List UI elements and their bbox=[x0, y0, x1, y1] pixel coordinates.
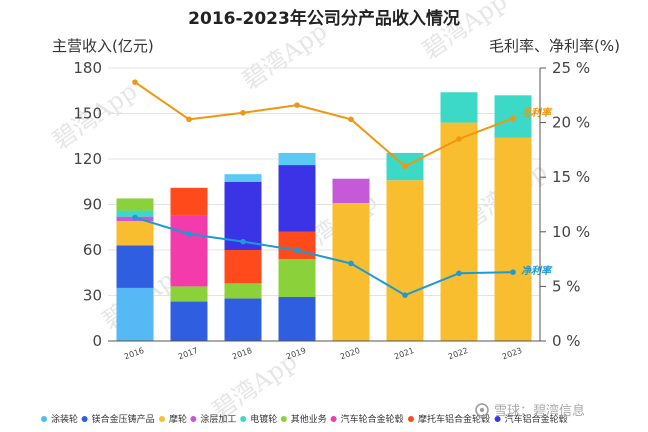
legend: 涂装轮 镁合金压铸产品 摩轮 涂层加工 电镀轮 其他业务 汽车轮合金轮毂 摩托车铝合金轮毂 汽车… bbox=[41, 413, 568, 425]
right-tick-label: 10 % bbox=[552, 223, 590, 241]
right-tick-label: 0 % bbox=[552, 332, 581, 350]
bar-segment bbox=[224, 174, 262, 182]
bar-segment bbox=[224, 250, 262, 284]
line-point bbox=[132, 214, 138, 221]
bar-segment bbox=[116, 287, 154, 341]
line-point bbox=[402, 163, 408, 170]
bar-series bbox=[116, 92, 532, 341]
right-axis-title: 毛利率、净利率(%) bbox=[489, 37, 620, 55]
bar-segment bbox=[440, 122, 478, 341]
bar-segment bbox=[170, 187, 208, 216]
line-point bbox=[186, 231, 192, 237]
bar-segment bbox=[332, 202, 370, 341]
x-tick-label: 2021 bbox=[393, 346, 415, 361]
bar-segment bbox=[224, 298, 262, 341]
line-净利率 bbox=[134, 216, 514, 297]
line-point bbox=[456, 136, 462, 142]
line-point bbox=[348, 260, 354, 267]
legend-label: 汽车铝合金轮毂 bbox=[505, 413, 568, 425]
right-tick-label: 15 % bbox=[552, 168, 590, 186]
right-tick-label: 25 % bbox=[552, 59, 590, 77]
bar-segment bbox=[170, 286, 208, 302]
right-tick-label: 20 % bbox=[552, 114, 590, 132]
bar-segment bbox=[224, 181, 262, 250]
x-tick-label: 2016 bbox=[123, 346, 145, 361]
line-point bbox=[402, 292, 408, 298]
line-point bbox=[294, 102, 300, 108]
left-tick-label: 30 bbox=[83, 287, 102, 305]
left-tick-label: 180 bbox=[73, 59, 102, 77]
line-point bbox=[510, 269, 516, 276]
legend-marker bbox=[240, 416, 247, 422]
bar-segment bbox=[170, 301, 208, 341]
watermark-logo-text: 雪球：碧湾信息 bbox=[494, 403, 585, 419]
bar-segment bbox=[332, 178, 370, 203]
right-tick-label: 5 % bbox=[552, 277, 581, 295]
legend-label: 摩托车铝合金轮毂 bbox=[418, 413, 490, 425]
left-tick-label: 120 bbox=[73, 150, 102, 168]
bar-segment bbox=[116, 245, 154, 288]
legend-label: 摩轮 bbox=[169, 413, 187, 425]
left-tick-label: 90 bbox=[83, 196, 102, 214]
bar-segment bbox=[278, 231, 316, 260]
line-point bbox=[186, 116, 192, 123]
bar-segment bbox=[116, 210, 154, 217]
bar-segment bbox=[278, 165, 316, 232]
line-point bbox=[240, 238, 246, 245]
legend-marker bbox=[330, 416, 337, 422]
legend-marker bbox=[190, 416, 197, 422]
bar-segment bbox=[278, 259, 316, 298]
line-point bbox=[240, 109, 246, 116]
legend-label: 汽车轮合金轮毂 bbox=[341, 413, 404, 425]
legend-marker bbox=[280, 416, 287, 422]
axes: 0 30 60 90 120 150 180 0 % 5 % 10 % 15 % 20 % 25 % 20… bbox=[73, 59, 590, 361]
line-point bbox=[294, 247, 300, 254]
bar-segment bbox=[224, 283, 262, 299]
bar-segment bbox=[278, 297, 316, 341]
x-tick-label: 2020 bbox=[339, 346, 361, 361]
bar-segment bbox=[116, 221, 154, 246]
line-label: 毛利率 bbox=[521, 107, 553, 119]
chart-title: 2016-2023年公司分产品收入情况 bbox=[188, 8, 460, 29]
x-tick-label: 2017 bbox=[177, 346, 199, 361]
line-point bbox=[132, 79, 138, 85]
line-point bbox=[348, 116, 354, 123]
line-毛利率 bbox=[134, 81, 514, 168]
legend-label: 镁合金压铸产品 bbox=[92, 413, 155, 425]
left-tick-label: 0 bbox=[92, 332, 102, 350]
legend-label: 其他业务 bbox=[291, 413, 327, 425]
x-tick-label: 2023 bbox=[501, 346, 523, 361]
legend-label: 涂层加工 bbox=[200, 413, 236, 425]
bar-segment bbox=[278, 152, 316, 166]
bar-segment bbox=[170, 215, 208, 287]
x-tick-label: 2019 bbox=[285, 346, 307, 361]
line-point bbox=[456, 270, 462, 277]
legend-label: 电镀轮 bbox=[250, 413, 277, 425]
x-tick-label: 2022 bbox=[447, 346, 469, 361]
line-point bbox=[510, 115, 516, 122]
left-axis-title: 主营收入(亿元) bbox=[52, 37, 154, 55]
legend-marker bbox=[408, 416, 414, 422]
bar-segment bbox=[116, 198, 154, 211]
bar-segment bbox=[440, 92, 478, 123]
legend-marker bbox=[159, 416, 165, 422]
watermark-logo: 雪球：碧湾信息 bbox=[475, 403, 585, 419]
bar-segment bbox=[386, 180, 424, 341]
legend-marker bbox=[41, 416, 47, 422]
legend-marker bbox=[494, 416, 501, 422]
line-label: 净利率 bbox=[521, 265, 553, 277]
left-tick-label: 60 bbox=[83, 241, 102, 259]
legend-label: 涂装轮 bbox=[51, 413, 78, 425]
x-tick-label: 2018 bbox=[231, 346, 253, 361]
left-tick-label: 150 bbox=[73, 105, 102, 123]
bar-segment bbox=[494, 137, 532, 341]
legend-marker bbox=[81, 416, 88, 422]
